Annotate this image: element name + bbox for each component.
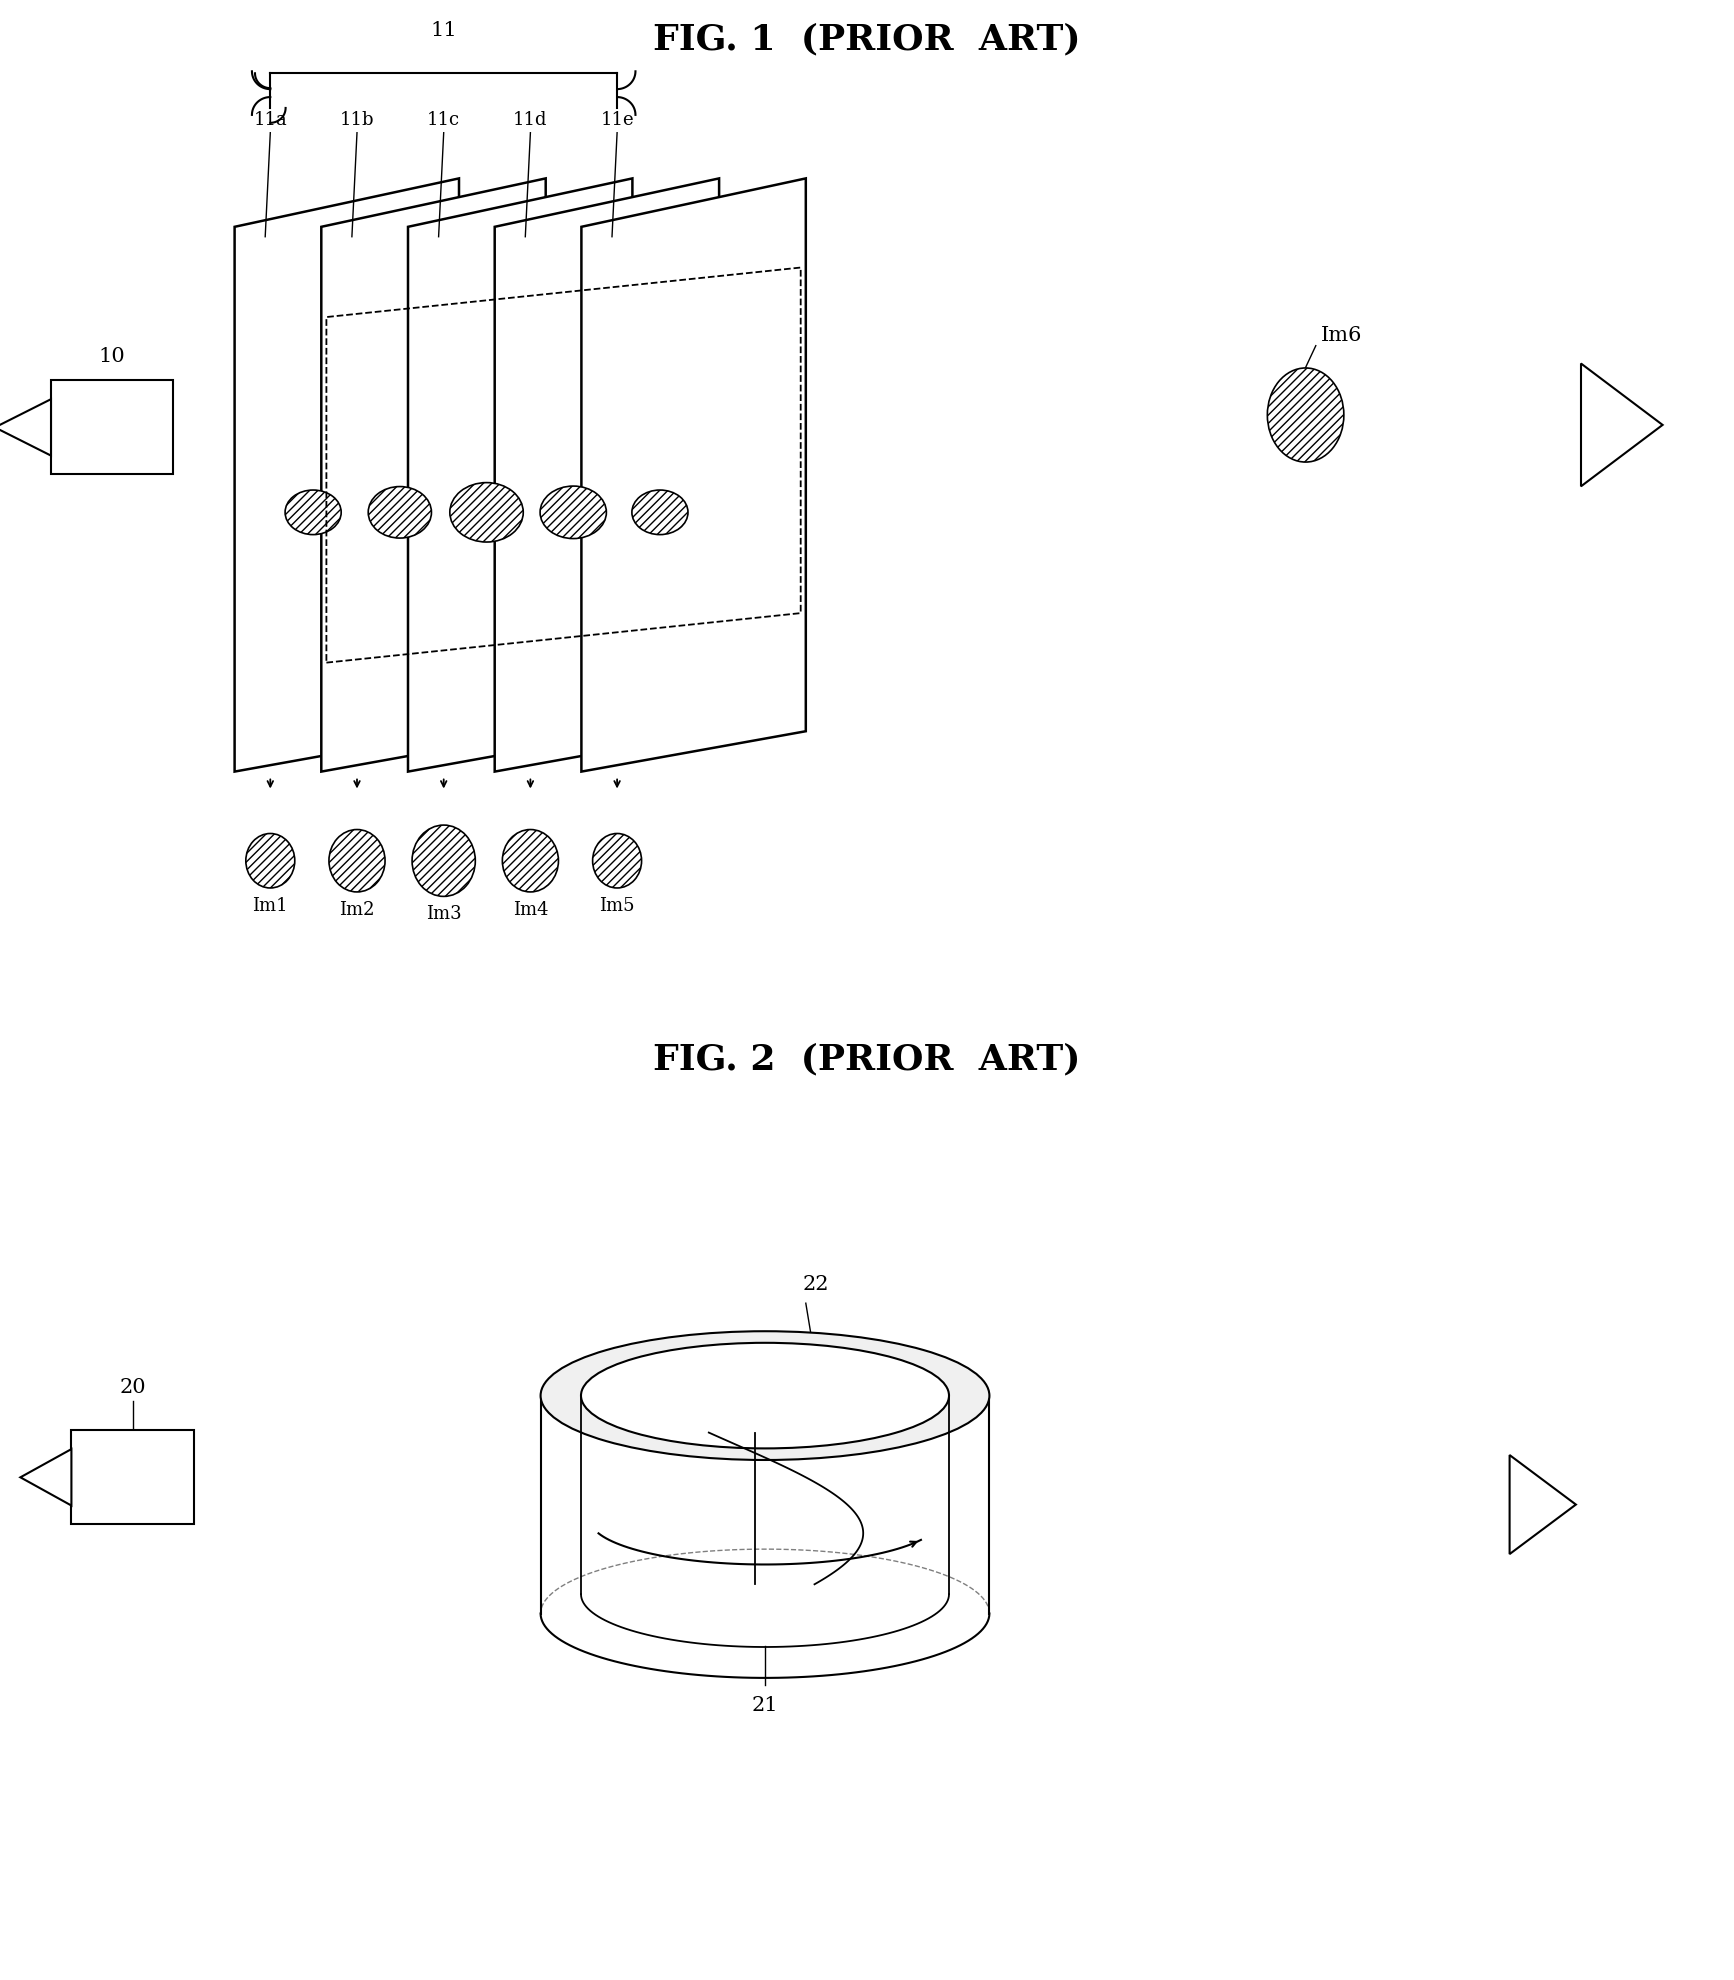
Ellipse shape (449, 483, 524, 543)
Text: 11: 11 (430, 20, 458, 40)
Text: Im6: Im6 (1321, 325, 1363, 345)
Text: FIG. 1  (PRIOR  ART): FIG. 1 (PRIOR ART) (654, 22, 1080, 57)
Text: 11a: 11a (253, 111, 288, 129)
Polygon shape (581, 180, 806, 772)
Polygon shape (1581, 364, 1663, 487)
Ellipse shape (413, 826, 475, 897)
Ellipse shape (1268, 368, 1344, 463)
Ellipse shape (593, 834, 642, 889)
Text: 11e: 11e (600, 111, 635, 129)
Text: 20: 20 (120, 1376, 146, 1396)
Ellipse shape (284, 491, 342, 535)
Text: 11b: 11b (340, 111, 375, 129)
Text: Im3: Im3 (427, 905, 461, 923)
Bar (50, 380, 173, 475)
Polygon shape (494, 180, 720, 772)
Ellipse shape (539, 487, 607, 539)
Bar (71, 1430, 194, 1525)
Polygon shape (234, 180, 460, 772)
Text: 10: 10 (99, 346, 125, 366)
Ellipse shape (329, 830, 385, 893)
Text: FIG. 2  (PRIOR  ART): FIG. 2 (PRIOR ART) (654, 1041, 1080, 1077)
Text: 22: 22 (803, 1275, 829, 1293)
Ellipse shape (246, 834, 295, 889)
Polygon shape (21, 1449, 71, 1505)
Ellipse shape (581, 1342, 948, 1449)
Text: Im5: Im5 (600, 897, 635, 915)
Text: Im1: Im1 (253, 897, 288, 915)
Text: 21: 21 (751, 1695, 779, 1715)
Polygon shape (321, 180, 546, 772)
Ellipse shape (503, 830, 558, 893)
Text: 11c: 11c (427, 111, 460, 129)
Ellipse shape (541, 1331, 990, 1461)
Polygon shape (0, 400, 50, 455)
Ellipse shape (368, 487, 432, 539)
Ellipse shape (631, 491, 688, 535)
Text: 11d: 11d (513, 111, 548, 129)
Text: Im4: Im4 (513, 901, 548, 919)
Text: Im2: Im2 (340, 901, 375, 919)
Polygon shape (1510, 1455, 1576, 1554)
Polygon shape (407, 180, 633, 772)
